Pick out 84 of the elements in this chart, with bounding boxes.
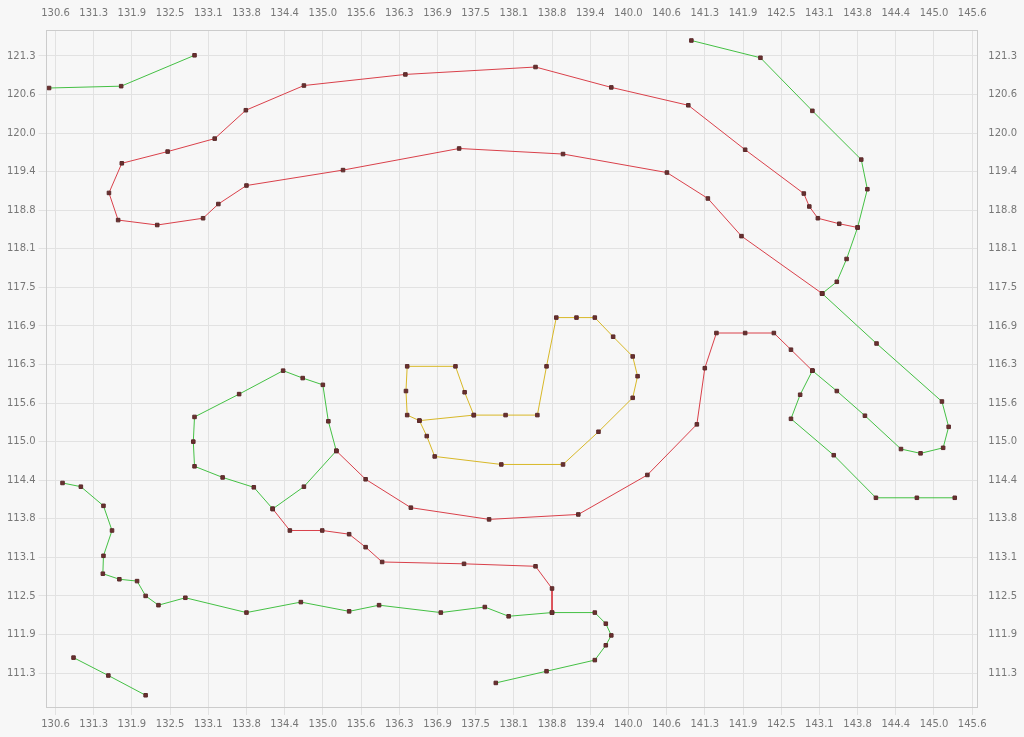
x-tick-label: 136.3	[384, 717, 414, 729]
x-tick-label: 131.9	[117, 717, 147, 729]
y2-tick-label: 120.6	[988, 88, 1018, 100]
x-tick-label: 131.3	[79, 717, 108, 729]
x2-tick-label: 130.6	[41, 6, 70, 18]
x2-tick-label: 143.8	[843, 6, 872, 18]
x-tick-label: 140.6	[652, 717, 681, 729]
y-tick-label: 114.4	[6, 473, 36, 485]
y2-tick-label: 121.3	[988, 49, 1018, 61]
x-tick-label: 133.8	[232, 717, 261, 729]
y-tick-label: 121.3	[6, 49, 36, 61]
x-tick-label: 142.5	[766, 717, 796, 729]
x2-tick-label: 143.1	[805, 6, 834, 18]
x2-tick-label: 134.4	[270, 6, 299, 18]
y-tick-label: 116.9	[6, 319, 36, 331]
x-tick-label: 135.0	[308, 717, 338, 729]
y-tick-label: 116.3	[6, 358, 36, 370]
x2-tick-label: 137.5	[461, 6, 490, 18]
x2-tick-label: 136.3	[384, 6, 414, 18]
y2-tick-label: 113.1	[988, 550, 1018, 562]
x2-tick-label: 135.0	[308, 6, 338, 18]
y-tick-label: 118.8	[6, 203, 36, 215]
x2-tick-label: 136.9	[423, 6, 452, 18]
x2-tick-label: 133.1	[193, 6, 223, 18]
x-tick-label: 139.4	[575, 717, 605, 729]
x-tick-label: 137.5	[461, 717, 490, 729]
x-tick-label: 133.1	[193, 717, 223, 729]
y2-tick-label: 113.8	[988, 512, 1018, 524]
y-tick-label: 112.5	[6, 589, 36, 601]
y2-tick-label: 116.3	[988, 358, 1018, 370]
x2-tick-label: 140.0	[614, 6, 643, 18]
y-tick-label: 115.6	[6, 396, 36, 408]
y2-tick-label: 116.9	[988, 319, 1018, 331]
x2-tick-label: 141.3	[690, 6, 720, 18]
y2-tick-label: 118.1	[988, 242, 1018, 254]
x2-tick-label: 140.6	[652, 6, 681, 18]
x2-tick-label: 135.6	[346, 6, 376, 18]
x2-tick-label: 142.5	[766, 6, 796, 18]
y-tick-label: 113.1	[6, 550, 36, 562]
x-tick-label: 134.4	[270, 717, 299, 729]
y-tick-label: 119.4	[6, 165, 36, 177]
x2-tick-label: 133.8	[232, 6, 261, 18]
x-tick-label: 140.0	[614, 717, 643, 729]
x-tick-label: 136.9	[423, 717, 452, 729]
y2-tick-label: 120.0	[988, 126, 1018, 138]
x2-tick-label: 131.9	[117, 6, 147, 18]
y-tick-label: 117.5	[6, 280, 36, 292]
x-tick-label: 130.6	[41, 717, 70, 729]
x2-tick-label: 138.8	[537, 6, 567, 18]
x-tick-label: 144.4	[881, 717, 911, 729]
y2-tick-label: 115.6	[988, 396, 1018, 408]
y2-tick-label: 114.4	[988, 473, 1018, 485]
x-tick-label: 143.8	[843, 717, 872, 729]
x2-tick-label: 131.3	[79, 6, 108, 18]
x2-tick-label: 145.0	[919, 6, 949, 18]
y2-tick-label: 118.8	[988, 203, 1018, 215]
y-tick-label: 118.1	[6, 242, 36, 254]
y-tick-label: 113.8	[6, 512, 36, 524]
x-tick-label: 145.6	[957, 717, 987, 729]
y-tick-label: 111.9	[6, 628, 36, 640]
x-tick-label: 141.3	[690, 717, 720, 729]
x2-tick-label: 144.4	[881, 6, 911, 18]
x-tick-label: 138.8	[537, 717, 567, 729]
x2-tick-label: 138.1	[499, 6, 529, 18]
y2-tick-label: 115.0	[988, 435, 1018, 447]
x-tick-label: 145.0	[919, 717, 949, 729]
x-tick-label: 135.6	[346, 717, 376, 729]
x2-tick-label: 145.6	[957, 6, 987, 18]
x-tick-label: 143.1	[805, 717, 834, 729]
y2-tick-label: 117.5	[988, 280, 1018, 292]
y2-tick-label: 111.9	[988, 628, 1018, 640]
x2-tick-label: 141.9	[728, 6, 758, 18]
x-tick-label: 132.5	[155, 717, 185, 729]
y-tick-label: 120.0	[6, 126, 36, 138]
y-tick-label: 115.0	[6, 435, 36, 447]
x2-tick-label: 132.5	[155, 6, 185, 18]
x-tick-label: 141.9	[728, 717, 758, 729]
y2-tick-label: 111.3	[988, 666, 1018, 678]
y2-tick-label: 112.5	[988, 589, 1018, 601]
x-tick-label: 138.1	[499, 717, 529, 729]
y-tick-label: 120.6	[6, 88, 36, 100]
x2-tick-label: 139.4	[575, 6, 605, 18]
y-tick-label: 111.3	[6, 666, 36, 678]
y2-tick-label: 119.4	[988, 165, 1018, 177]
